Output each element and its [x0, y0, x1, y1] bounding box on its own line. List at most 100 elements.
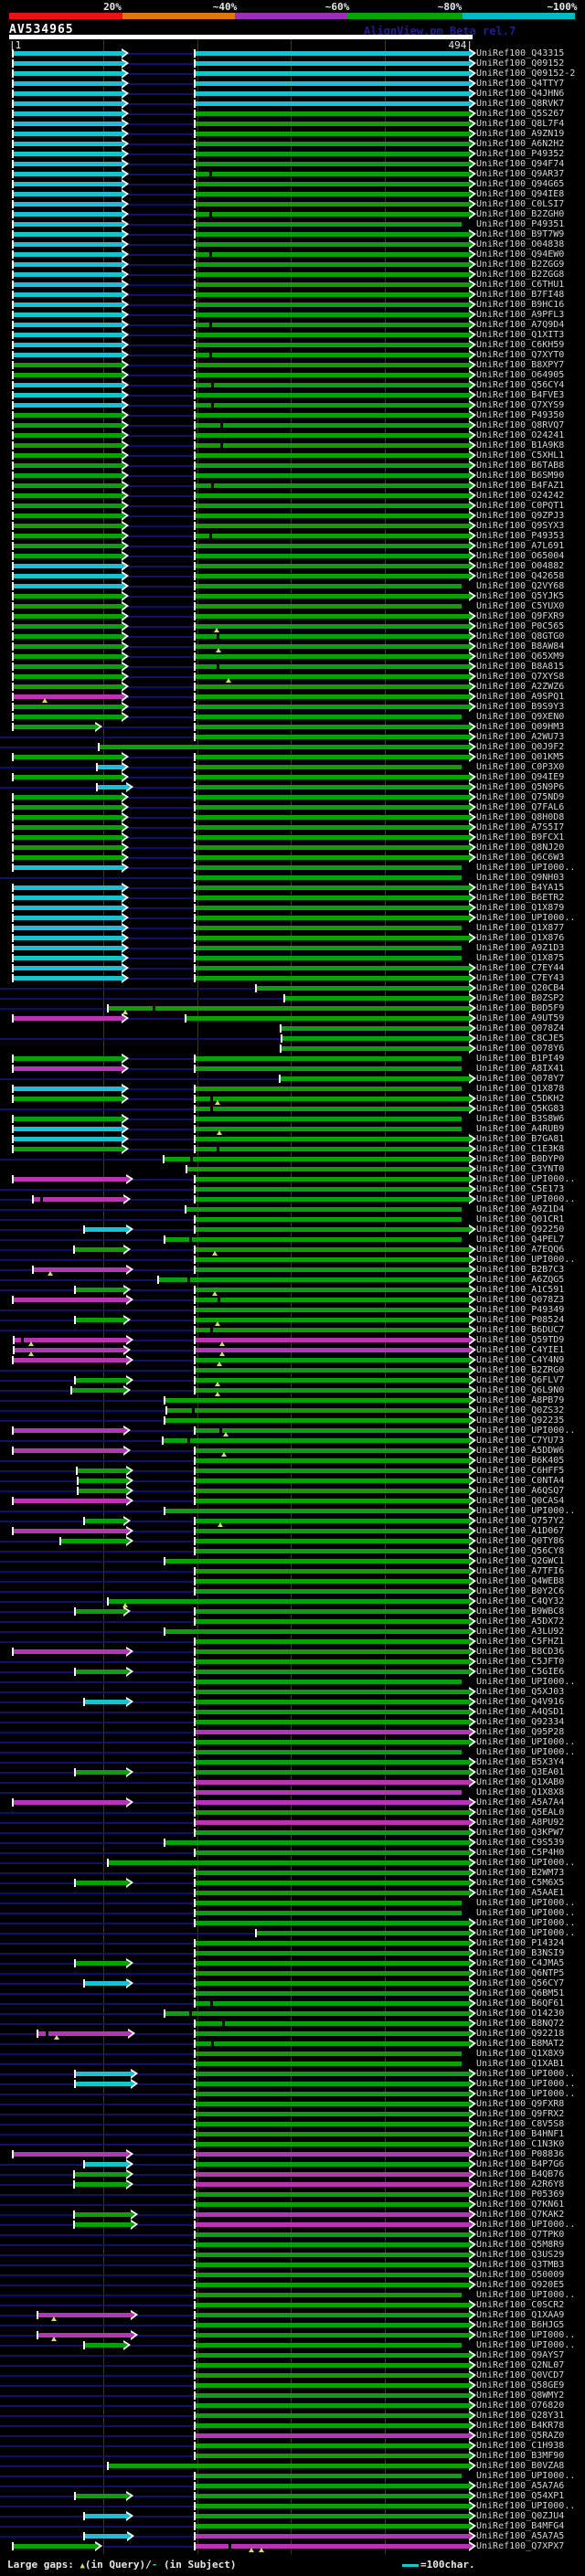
alignment-row[interactable]: UniRef100_B6ETR2	[0, 893, 585, 903]
alignment-bar[interactable]	[195, 1609, 469, 1614]
alignment-bar[interactable]	[195, 896, 469, 900]
row-label[interactable]: UniRef100_A2R6Y8	[476, 2179, 565, 2189]
alignment-bar[interactable]	[195, 2524, 469, 2528]
row-label[interactable]: UniRef100_B6DUC7	[476, 1325, 565, 1335]
alignment-row[interactable]: UniRef100_Q1XIT3	[0, 330, 585, 340]
row-label[interactable]: UniRef100_O04882	[476, 561, 565, 571]
alignment-bar[interactable]	[13, 805, 122, 810]
alignment-row[interactable]: UniRef100_C5JFT0	[0, 1657, 585, 1667]
row-label[interactable]: UniRef100_B8CD36	[476, 1647, 565, 1657]
row-label[interactable]: UniRef100_UPI000..	[476, 1194, 576, 1204]
row-label[interactable]: UniRef100_Q0ZS32	[476, 1405, 565, 1415]
alignment-bar[interactable]	[195, 71, 469, 76]
row-label[interactable]: UniRef100_UPI000..	[476, 2220, 576, 2230]
alignment-bar[interactable]	[13, 775, 122, 779]
alignment-bar[interactable]	[13, 1177, 126, 1182]
alignment-bar[interactable]	[13, 383, 122, 387]
row-label[interactable]: UniRef100_Q09152-2	[476, 69, 576, 79]
alignment-bar[interactable]	[195, 1941, 469, 1945]
alignment-row[interactable]: UniRef100_Q1X878	[0, 1084, 585, 1094]
row-label[interactable]: UniRef100_Q920E5	[476, 2280, 565, 2290]
alignment-bar[interactable]	[60, 1539, 126, 1543]
alignment-row[interactable]: UniRef100_C4QY32	[0, 1596, 585, 1607]
alignment-bar[interactable]	[74, 2182, 126, 2187]
alignment-bar[interactable]	[195, 2102, 469, 2106]
alignment-bar[interactable]	[195, 302, 469, 307]
alignment-row[interactable]: UniRef100_Q1X8X9	[0, 2049, 585, 2059]
row-label[interactable]: UniRef100_C6HFF5	[476, 1466, 565, 1476]
row-label[interactable]: UniRef100_A7L691	[476, 541, 565, 551]
alignment-bar[interactable]	[195, 2293, 462, 2297]
alignment-row[interactable]: UniRef100_Q92235	[0, 1415, 585, 1426]
row-label[interactable]: UniRef100_B3S8W6	[476, 1114, 565, 1124]
alignment-bar[interactable]	[186, 1167, 469, 1171]
alignment-row[interactable]: UniRef100_C3YNT0	[0, 1164, 585, 1174]
alignment-bar[interactable]	[195, 1981, 469, 1986]
alignment-bar[interactable]	[195, 313, 469, 317]
alignment-row[interactable]: UniRef100_Q9NH03	[0, 873, 585, 883]
row-label[interactable]: UniRef100_A2ZWZ6	[476, 682, 565, 692]
alignment-row[interactable]: UniRef100_C5XHL1	[0, 451, 585, 461]
alignment-row[interactable]: UniRef100_P49349	[0, 1305, 585, 1315]
alignment-row[interactable]: UniRef100_Q7XYT0	[0, 350, 585, 360]
row-label[interactable]: UniRef100_C4QY32	[476, 1596, 565, 1606]
alignment-bar[interactable]	[195, 122, 469, 126]
alignment-bar[interactable]	[13, 262, 122, 267]
alignment-bar[interactable]	[195, 1127, 462, 1131]
row-label[interactable]: UniRef100_A9Z1D4	[476, 1204, 565, 1214]
alignment-bar[interactable]	[13, 122, 122, 126]
row-label[interactable]: UniRef100_P14324	[476, 1938, 565, 1948]
alignment-row[interactable]: UniRef100_A8PB79	[0, 1395, 585, 1405]
alignment-bar[interactable]	[195, 865, 462, 870]
row-label[interactable]: UniRef100_B6TAB8	[476, 461, 565, 471]
row-label[interactable]: UniRef100_Q7XYT0	[476, 350, 565, 360]
alignment-bar[interactable]	[195, 2433, 469, 2438]
alignment-bar[interactable]	[13, 1428, 123, 1433]
row-label[interactable]: UniRef100_C5E173	[476, 1184, 565, 1194]
alignment-bar[interactable]	[195, 473, 469, 478]
row-label[interactable]: UniRef100_UPI000..	[476, 2079, 576, 2089]
alignment-bar[interactable]	[75, 1378, 126, 1383]
alignment-bar[interactable]	[13, 1298, 126, 1302]
alignment-row[interactable]: UniRef100_B8A815	[0, 662, 585, 672]
alignment-row[interactable]: UniRef100_Q6FLV7	[0, 1375, 585, 1386]
row-label[interactable]: UniRef100_UPI000..	[476, 1908, 576, 1918]
alignment-row[interactable]: UniRef100_A5A7A4	[0, 1797, 585, 1807]
alignment-bar[interactable]	[13, 1800, 126, 1805]
alignment-bar[interactable]	[195, 212, 469, 217]
row-label[interactable]: UniRef100_C1E3K8	[476, 1144, 565, 1154]
alignment-bar[interactable]	[195, 1881, 469, 1885]
alignment-bar[interactable]	[195, 1921, 469, 1925]
row-label[interactable]: UniRef100_A1C591	[476, 1285, 565, 1295]
row-label[interactable]: UniRef100_C0SCR2	[476, 2300, 565, 2310]
alignment-row[interactable]: UniRef100_Q56CY4	[0, 380, 585, 390]
alignment-row[interactable]: UniRef100_UPI000..	[0, 1918, 585, 1928]
row-label[interactable]: UniRef100_Q3KPW7	[476, 1828, 565, 1838]
alignment-bar[interactable]	[13, 172, 122, 176]
alignment-bar[interactable]	[13, 1117, 122, 1121]
alignment-row[interactable]: UniRef100_UPI000..	[0, 2471, 585, 2481]
alignment-row[interactable]: UniRef100_B8MAT2	[0, 2039, 585, 2049]
alignment-row[interactable]: UniRef100_C1N3K0	[0, 2139, 585, 2149]
row-label[interactable]: UniRef100_Q94F74	[476, 159, 565, 169]
alignment-bar[interactable]	[13, 956, 122, 960]
alignment-row[interactable]: UniRef100_C0SCR2	[0, 2300, 585, 2310]
alignment-row[interactable]: UniRef100_A7Q9D4	[0, 320, 585, 330]
alignment-row[interactable]: UniRef100_C1H938	[0, 2441, 585, 2451]
alignment-bar[interactable]	[195, 2403, 469, 2408]
alignment-bar[interactable]	[13, 363, 122, 367]
row-label[interactable]: UniRef100_UPI000..	[476, 1677, 576, 1687]
row-label[interactable]: UniRef100_UPI000..	[476, 1928, 576, 1938]
alignment-bar[interactable]	[13, 152, 122, 156]
row-label[interactable]: UniRef100_B2B7C3	[476, 1265, 565, 1275]
alignment-row[interactable]: UniRef100_B6K405	[0, 1456, 585, 1466]
alignment-bar[interactable]	[195, 1720, 469, 1724]
alignment-bar[interactable]	[13, 423, 122, 428]
alignment-bar[interactable]	[33, 1197, 123, 1202]
alignment-bar[interactable]	[281, 1026, 469, 1031]
row-label[interactable]: UniRef100_C0NTA4	[476, 1476, 565, 1486]
alignment-row[interactable]: UniRef100_B1A9K8	[0, 440, 585, 451]
alignment-row[interactable]: UniRef100_UPI000..	[0, 1426, 585, 1436]
row-label[interactable]: UniRef100_UPI000..	[476, 2089, 576, 2099]
alignment-bar[interactable]	[186, 1207, 462, 1212]
